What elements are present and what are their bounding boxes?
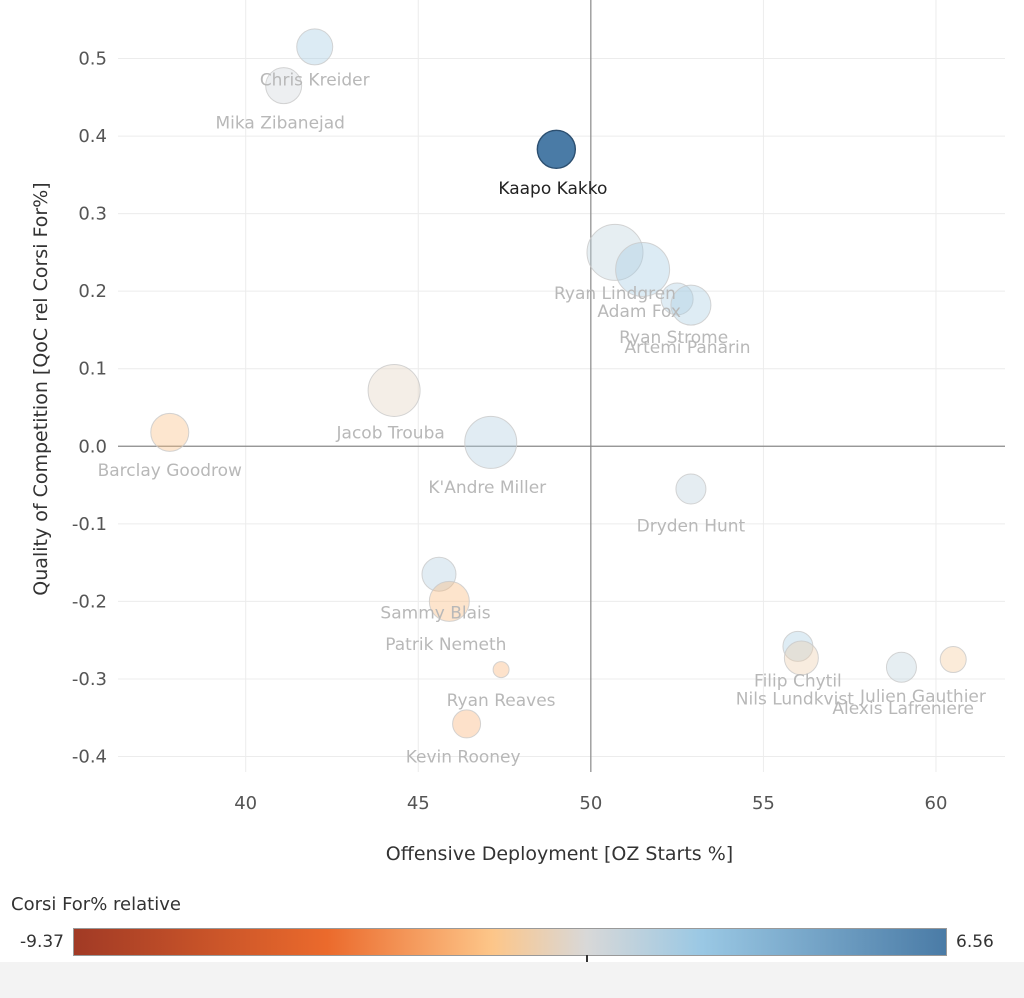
axis-tick-labels: 40 45 50 55 60 0.5 0.4 0.3 0.2 0.1 0.0 -0.1 -0.2 -0.3… — [72, 49, 948, 814]
point-alexis-lafreniere[interactable] — [885, 651, 917, 683]
x-tick-label: 60 — [925, 793, 948, 814]
label-ryan-reaves: Ryan Reaves — [447, 691, 556, 711]
point-artemi-panarin[interactable] — [670, 284, 712, 326]
x-tick-label: 40 — [234, 793, 257, 814]
point-chris-kreider[interactable] — [296, 28, 334, 66]
y-tick-label: 0.2 — [78, 281, 107, 302]
point-barclay-goodrow[interactable] — [150, 412, 190, 452]
y-tick-label: 0.0 — [78, 436, 107, 457]
reference-lines — [118, 0, 1005, 772]
point-sammy-blais[interactable] — [421, 556, 457, 592]
label-patrik-nemeth: Patrik Nemeth — [385, 635, 506, 655]
footer-band — [0, 962, 1024, 998]
label-sammy-blais: Sammy Blais — [380, 603, 490, 623]
point-ryan-lindgren[interactable] — [586, 223, 644, 281]
label-filip-chytil: Filip Chytil — [754, 672, 842, 692]
label-adam-fox: Adam Fox — [597, 302, 681, 322]
label-artemi-panarin: Artemi Panarin — [624, 338, 750, 358]
point-ryan-strome[interactable] — [660, 282, 694, 316]
point-ryan-reaves[interactable] — [492, 661, 510, 679]
y-tick-label: -0.3 — [72, 669, 107, 690]
y-tick-label: 0.3 — [78, 204, 107, 225]
data-points — [150, 28, 967, 739]
x-tick-label: 50 — [579, 793, 602, 814]
label-chris-kreider: Chris Kreider — [260, 71, 370, 91]
point-kaapo-kakko[interactable] — [536, 129, 577, 169]
y-tick-label: 0.1 — [78, 359, 107, 380]
color-legend-title: Corsi For% relative — [11, 894, 181, 915]
x-tick-label: 55 — [752, 793, 775, 814]
label-nils-lundkvist: Nils Lundkvist — [736, 690, 854, 710]
y-tick-label: -0.4 — [72, 746, 107, 767]
point-dryden-hunt[interactable] — [675, 473, 707, 505]
color-legend-midpoint-marker — [586, 955, 589, 963]
label-julien-gauthier: Julien Gauthier — [859, 687, 986, 707]
color-legend-max-label: 6.56 — [956, 932, 994, 952]
label-jacob-trouba: Jacob Trouba — [336, 424, 445, 444]
label-ryan-lindgren: Ryan Lindgren — [554, 284, 676, 304]
label-ryan-strome: Ryan Strome — [619, 328, 728, 348]
point-nils-lundkvist[interactable] — [783, 640, 819, 676]
data-point-labels: Chris Kreider Mika Zibanejad Kaapo Kakko Ry… — [98, 71, 986, 768]
y-tick-label: -0.2 — [72, 591, 107, 612]
y-tick-label: 0.4 — [78, 126, 107, 147]
point-mika-zibanejad[interactable] — [265, 67, 303, 105]
point-patrik-nemeth[interactable] — [428, 580, 470, 622]
point-filip-chytil[interactable] — [782, 630, 814, 662]
x-tick-label: 45 — [407, 793, 430, 814]
label-barclay-goodrow: Barclay Goodrow — [98, 461, 242, 481]
point-k-andre-miller[interactable] — [464, 415, 518, 469]
label-k-andre-miller: K'Andre Miller — [428, 478, 546, 498]
scatter-chart: Chris Kreider Mika Zibanejad Kaapo Kakko Ry… — [30, 0, 1005, 865]
label-alexis-lafreniere: Alexis Lafreniere — [832, 699, 974, 719]
color-legend: Corsi For% relative -9.37 6.56 — [0, 882, 1024, 998]
point-kevin-rooney[interactable] — [452, 709, 482, 739]
point-julien-gauthier[interactable] — [939, 646, 967, 674]
label-kaapo-kakko: Kaapo Kakko — [498, 179, 607, 199]
label-mika-zibanejad: Mika Zibanejad — [215, 113, 345, 133]
label-kevin-rooney: Kevin Rooney — [406, 748, 521, 768]
point-adam-fox[interactable] — [615, 241, 671, 297]
x-axis-title: Offensive Deployment [OZ Starts %] — [386, 843, 733, 865]
label-dryden-hunt: Dryden Hunt — [637, 517, 746, 537]
point-jacob-trouba[interactable] — [367, 363, 421, 417]
y-axis-title: Quality of Competition [QoC rel Corsi Fo… — [30, 182, 52, 595]
y-tick-label: -0.1 — [72, 514, 107, 535]
y-tick-label: 0.5 — [78, 49, 107, 70]
color-gradient-bar — [73, 928, 947, 956]
color-legend-min-label: -9.37 — [20, 932, 64, 952]
